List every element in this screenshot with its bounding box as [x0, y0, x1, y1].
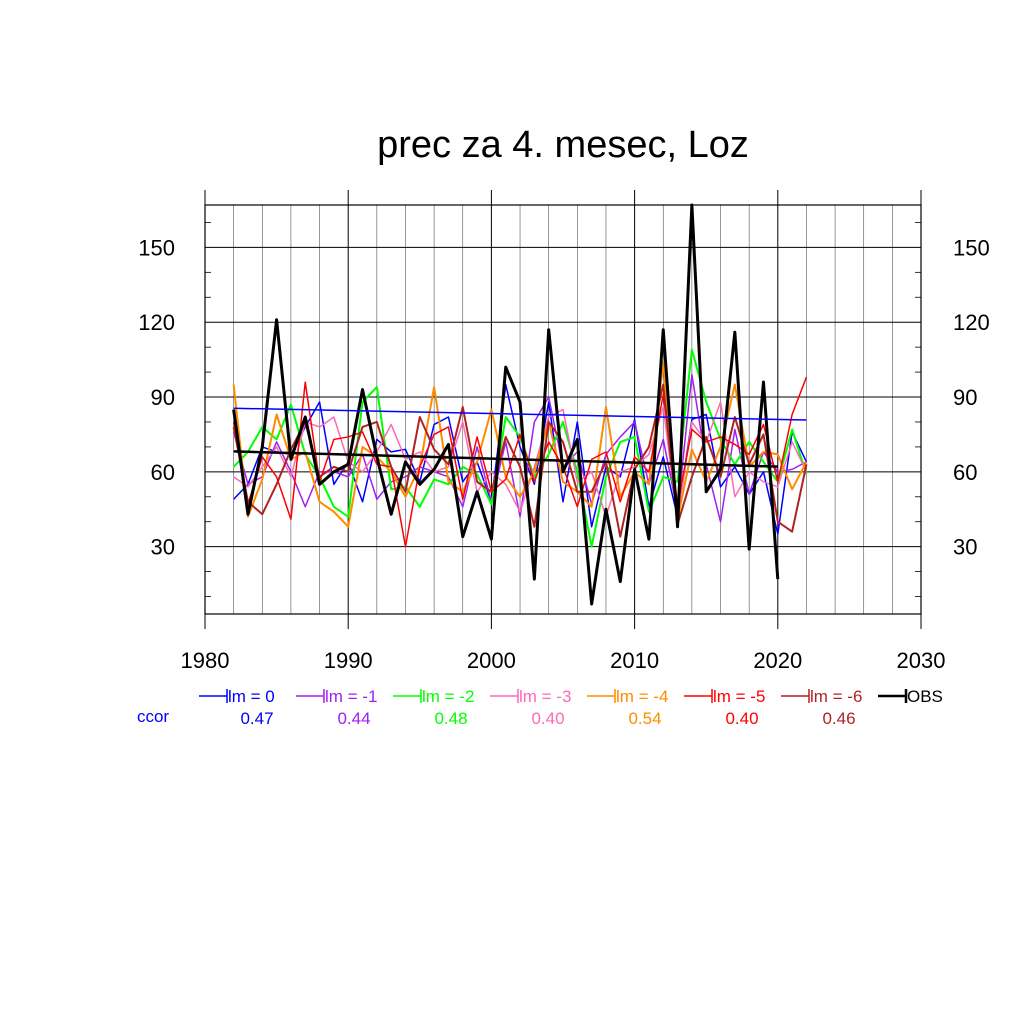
series-line [232, 383, 808, 538]
x-tick-label: 1980 [181, 648, 230, 673]
legend-label: lm = -2 [422, 687, 474, 706]
ccor-value: 0.46 [822, 709, 855, 728]
ccor-value: 0.54 [628, 709, 661, 728]
x-tick-label: 2010 [610, 648, 659, 673]
plot-frame [204, 204, 922, 615]
x-tick-label: 1990 [324, 648, 373, 673]
legend-label: lm = 0 [228, 687, 275, 706]
y-tick-label-left: 150 [138, 235, 175, 260]
trend-line [233, 450, 778, 468]
y-tick-label-right: 90 [953, 385, 977, 410]
y-tick-label-right: 30 [953, 535, 977, 560]
y-tick-label-right: 60 [953, 460, 977, 485]
ccor-value: 0.40 [725, 709, 758, 728]
series-line [233, 401, 808, 520]
ccor-label: ccor [137, 707, 169, 726]
y-tick-label-left: 60 [151, 460, 175, 485]
x-tick-label: 2000 [467, 648, 516, 673]
series-line [233, 383, 808, 535]
plot-border [204, 204, 922, 615]
legend-label: lm = -4 [616, 687, 668, 706]
y-tick-label-right: 120 [953, 310, 990, 335]
x-tick-label: 2020 [753, 648, 802, 673]
x-tick-label: 2030 [897, 648, 946, 673]
legend-label: OBS [907, 687, 943, 706]
legend: lm = 0 0.47 lm = -1 0.44 lm = -2 0.48 lm = -3 0… [199, 687, 943, 728]
series-line [232, 361, 808, 528]
ccor-value: 0.48 [434, 709, 467, 728]
legend-label: lm = -5 [713, 687, 765, 706]
legend-label: lm = -3 [519, 687, 571, 706]
y-tick-label-left: 30 [151, 535, 175, 560]
legend-label: lm = -1 [325, 687, 377, 706]
ccor-value: 0.40 [531, 709, 564, 728]
ccor-value: 0.44 [337, 709, 370, 728]
axis-labels: 1980 1990 2000 2010 2020 2030 30 30 60 60 90 90 120 1… [138, 235, 989, 673]
chart-title: prec za 4. mesec, Loz [377, 124, 749, 166]
legend-label: lm = -6 [810, 687, 862, 706]
y-tick-label-right: 150 [953, 235, 990, 260]
trend-line [233, 407, 807, 421]
series-line [232, 203, 780, 606]
y-tick-label-left: 90 [151, 385, 175, 410]
plot-series [232, 203, 808, 606]
ccor-value: 0.47 [240, 709, 273, 728]
y-tick-label-left: 120 [138, 310, 175, 335]
